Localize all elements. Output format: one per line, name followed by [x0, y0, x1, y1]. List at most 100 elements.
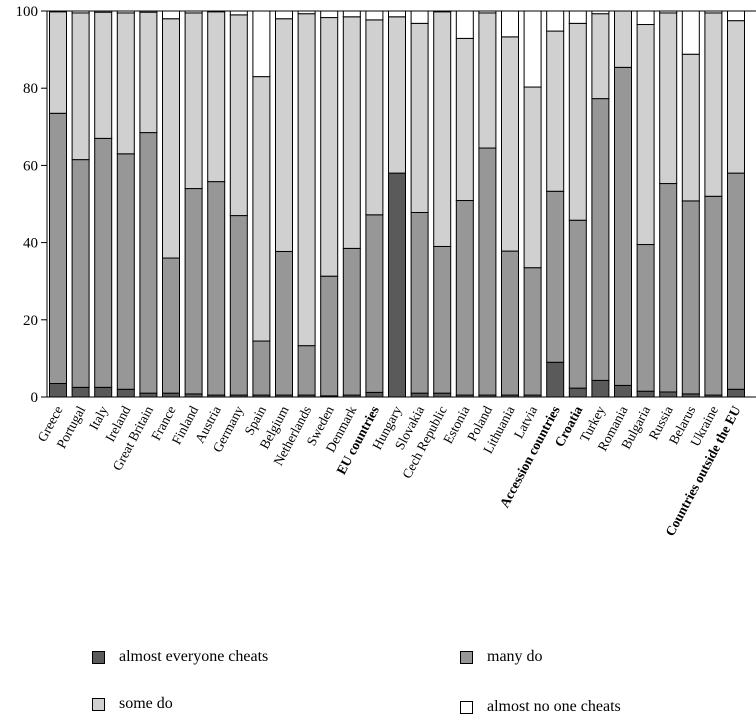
bar-portugal-many-do: [71, 159, 90, 388]
legend-swatch-almost-everyone-cheats: [92, 650, 105, 664]
bar-hungary-almost-everyone-cheats: [388, 172, 406, 398]
bar-russia-many-do: [659, 183, 678, 393]
bar-slovakia-some-do: [410, 22, 429, 213]
y-tick-label-20: 20: [23, 313, 38, 329]
bar-finland-many-do: [184, 188, 203, 395]
bar-slovakia-almost-no-one-cheats: [410, 10, 429, 24]
bar-estonia-some-do: [455, 37, 474, 202]
bar-portugal-some-do: [71, 12, 90, 161]
bar-eu-countries-almost-everyone-cheats: [365, 391, 384, 398]
bar-countries-outside-the-eu-almost-everyone-cheats: [727, 388, 745, 398]
legend-entry-some-do: some do: [92, 695, 173, 713]
bar-estonia-many-do: [455, 200, 474, 396]
bar-countries-outside-the-eu-many-do: [727, 172, 745, 390]
legend-entry-almost-everyone-cheats: almost everyone cheats: [92, 648, 268, 666]
bar-slovakia-almost-everyone-cheats: [410, 392, 429, 398]
bar-sweden-some-do: [320, 17, 339, 277]
bar-netherlands-many-do: [297, 345, 316, 396]
bar-austria-some-do: [207, 11, 226, 183]
bar-france-almost-no-one-cheats: [162, 10, 180, 20]
bar-hungary-some-do: [388, 16, 406, 174]
bar-bulgaria-almost-everyone-cheats: [636, 390, 655, 398]
bar-lithuania-some-do: [501, 36, 519, 252]
bar-spain-many-do: [252, 340, 271, 396]
bar-hungary-almost-no-one-cheats: [388, 10, 406, 18]
bar-estonia-almost-no-one-cheats: [455, 10, 474, 39]
bar-croatia-almost-no-one-cheats: [568, 10, 587, 24]
legend-swatch-almost-no-one-cheats: [460, 700, 473, 714]
bar-russia-some-do: [659, 12, 678, 185]
bar-great-britain-some-do: [139, 11, 158, 134]
bar-ukraine-many-do: [704, 195, 723, 396]
bar-ireland-some-do: [116, 12, 135, 155]
bar-greece-some-do: [49, 11, 67, 114]
y-tick-label-80: 80: [23, 81, 38, 97]
bar-austria-many-do: [207, 181, 226, 396]
bar-italy-almost-everyone-cheats: [94, 386, 113, 398]
bar-ireland-many-do: [116, 153, 135, 390]
bar-accession-countries-many-do: [546, 190, 565, 363]
bar-sweden-many-do: [320, 275, 339, 397]
bar-belgium-many-do: [275, 250, 293, 396]
bar-finland-some-do: [184, 12, 203, 190]
legend-entry-many-do: many do: [460, 648, 543, 666]
bar-belgium-almost-no-one-cheats: [275, 10, 293, 20]
bar-croatia-almost-everyone-cheats: [568, 387, 587, 398]
bar-eu-countries-many-do: [365, 214, 384, 393]
legend-label-some-do: some do: [119, 695, 173, 712]
bar-latvia-some-do: [523, 86, 542, 269]
legend-swatch-some-do: [92, 697, 105, 711]
bar-denmark-many-do: [342, 247, 361, 396]
bar-portugal-almost-everyone-cheats: [71, 386, 90, 398]
legend-swatch-many-do: [460, 650, 473, 664]
bar-cech-republic-almost-everyone-cheats: [433, 392, 452, 398]
stacked-bar-chart: 020406080100GreecePortugalItalyIrelandGr…: [16, 4, 756, 539]
bar-turkey-almost-everyone-cheats: [591, 379, 610, 398]
bar-romania-many-do: [614, 66, 632, 386]
bar-russia-almost-everyone-cheats: [659, 391, 678, 398]
bar-great-britain-almost-everyone-cheats: [139, 392, 158, 398]
bar-germany-many-do: [229, 215, 248, 396]
bar-bulgaria-many-do: [636, 244, 655, 392]
bar-ireland-almost-everyone-cheats: [116, 388, 135, 398]
bar-latvia-almost-no-one-cheats: [523, 10, 542, 88]
bar-great-britain-many-do: [139, 132, 158, 394]
bar-bulgaria-some-do: [636, 24, 655, 246]
bar-greece-almost-everyone-cheats: [49, 382, 67, 398]
bar-latvia-many-do: [523, 267, 542, 396]
bar-france-almost-everyone-cheats: [162, 392, 180, 398]
bar-cech-republic-many-do: [433, 245, 452, 394]
bar-denmark-some-do: [342, 16, 361, 249]
bar-belarus-almost-no-one-cheats: [681, 10, 700, 55]
bar-accession-countries-almost-no-one-cheats: [546, 10, 565, 32]
bar-belarus-some-do: [681, 53, 700, 202]
bar-belarus-many-do: [681, 200, 700, 395]
bar-cech-republic-some-do: [433, 11, 452, 247]
bar-poland-some-do: [478, 12, 497, 149]
bar-croatia-some-do: [568, 22, 587, 221]
bar-countries-outside-the-eu-almost-no-one-cheats: [727, 10, 745, 22]
legend-entry-almost-no-one-cheats: almost no one cheats: [460, 698, 621, 716]
bar-greece-many-do: [49, 112, 67, 384]
bar-poland-many-do: [478, 147, 497, 396]
bar-turkey-many-do: [591, 98, 610, 381]
bar-eu-countries-almost-no-one-cheats: [365, 10, 384, 21]
bar-sweden-almost-no-one-cheats: [320, 10, 339, 19]
bar-eu-countries-some-do: [365, 19, 384, 216]
y-tick-label-100: 100: [16, 4, 39, 20]
bar-croatia-many-do: [568, 219, 587, 389]
bar-spain-some-do: [252, 76, 271, 342]
bar-belgium-some-do: [275, 18, 293, 252]
y-tick-label-0: 0: [31, 390, 39, 406]
bar-romania-some-do: [614, 10, 632, 68]
bar-germany-almost-no-one-cheats: [229, 10, 248, 16]
bar-lithuania-many-do: [501, 250, 519, 396]
bar-france-some-do: [162, 18, 180, 259]
bar-spain-almost-no-one-cheats: [252, 10, 271, 78]
bar-romania-almost-everyone-cheats: [614, 384, 632, 398]
bar-netherlands-some-do: [297, 13, 316, 347]
bar-lithuania-almost-no-one-cheats: [501, 10, 519, 38]
bar-france-many-do: [162, 257, 180, 394]
bar-italy-some-do: [94, 11, 113, 139]
bar-slovakia-many-do: [410, 211, 429, 394]
